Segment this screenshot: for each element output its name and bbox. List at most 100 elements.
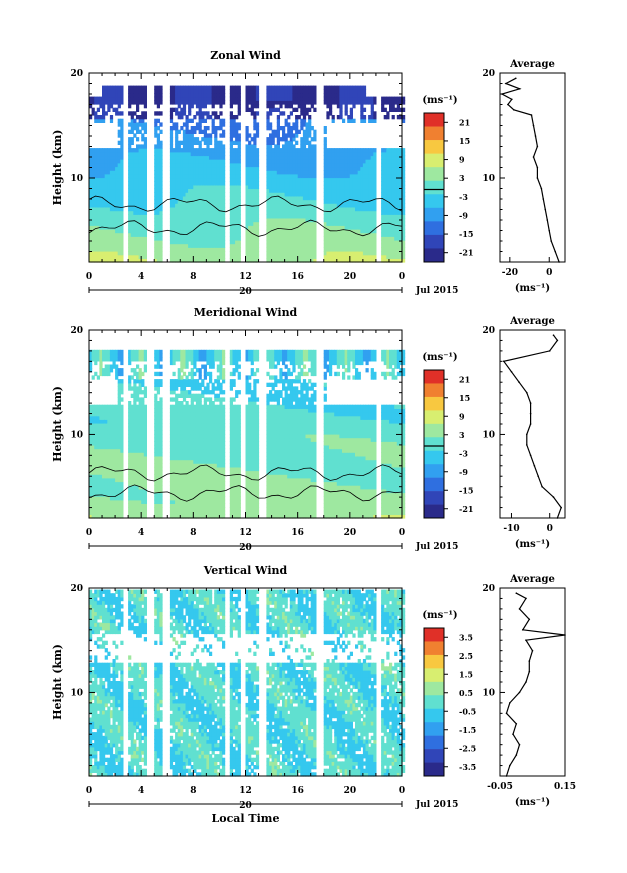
x-tick-label: 4 bbox=[138, 272, 144, 282]
profile-point bbox=[526, 391, 528, 394]
profile-point bbox=[525, 597, 527, 600]
profile-x-tick-label: 0 bbox=[546, 268, 552, 278]
profile-y-tick-label: 10 bbox=[482, 430, 495, 440]
x-tick-label: 20 bbox=[344, 528, 357, 538]
profile-y-tick-label: 20 bbox=[482, 584, 495, 594]
x-tick-label: 20 bbox=[344, 272, 357, 282]
y-axis-label: Height (km) bbox=[51, 130, 64, 206]
profile-point bbox=[518, 691, 521, 694]
y-tick-label: 20 bbox=[70, 584, 83, 594]
x-axis-label: Local Time bbox=[212, 812, 280, 825]
profile-point bbox=[531, 649, 534, 652]
colorbar-swatch bbox=[424, 464, 444, 478]
colorbar-swatch bbox=[424, 762, 444, 777]
profile-point bbox=[556, 339, 559, 342]
colorbar-tick-label: 9 bbox=[459, 155, 465, 165]
colorbar-frame bbox=[423, 369, 445, 519]
profile-point bbox=[512, 733, 514, 735]
x-tick-label: 0 bbox=[399, 786, 405, 796]
colorbar-tick-label: 0.5 bbox=[459, 688, 473, 698]
date-label: 20 bbox=[239, 801, 252, 811]
profile-point bbox=[513, 109, 515, 111]
colorbar-swatch bbox=[424, 153, 444, 168]
profile-point bbox=[515, 77, 517, 80]
colorbar-tick-label: 1.5 bbox=[459, 669, 473, 679]
colorbar-swatch bbox=[424, 504, 444, 519]
profile-point bbox=[541, 485, 543, 488]
heatmap-cells bbox=[89, 349, 406, 519]
colorbar-tick-label: 3 bbox=[459, 173, 465, 183]
colorbar-tick-label: -3 bbox=[459, 448, 468, 458]
x-tick-label: 8 bbox=[190, 786, 196, 796]
colorbar-tick-label: 2.5 bbox=[459, 651, 473, 661]
colorbar-tick-label: 9 bbox=[459, 411, 465, 421]
profile-line bbox=[502, 334, 562, 519]
colorbar-swatch bbox=[424, 491, 444, 505]
profile-point bbox=[528, 660, 531, 662]
profile-frame bbox=[499, 587, 566, 777]
profile-x-label: (ms⁻¹) bbox=[515, 539, 550, 550]
profile-x-tick-label: -20 bbox=[502, 268, 518, 278]
profile-x-tick-label: -10 bbox=[503, 524, 519, 534]
contour-line bbox=[88, 464, 403, 482]
x-tick-label: 8 bbox=[190, 272, 196, 282]
colorbar-tick-label: -21 bbox=[459, 248, 473, 258]
profile-point bbox=[552, 496, 555, 498]
profile-point bbox=[515, 754, 518, 756]
profile-point bbox=[525, 681, 527, 683]
colorbar-swatch bbox=[424, 410, 444, 425]
profile-x-label: (ms⁻¹) bbox=[515, 283, 550, 294]
colorbar-swatch bbox=[424, 221, 444, 236]
colorbar-unit: (ms⁻¹) bbox=[422, 610, 457, 621]
contour-line bbox=[88, 484, 403, 502]
profile-point bbox=[503, 360, 505, 363]
colorbar-swatch bbox=[424, 628, 444, 642]
colorbar-swatch bbox=[424, 695, 444, 710]
x-tick-label: 0 bbox=[86, 272, 92, 282]
profile-x-tick-label: 0 bbox=[547, 524, 553, 534]
colorbar-swatch bbox=[424, 423, 444, 438]
colorbar-swatch bbox=[424, 180, 444, 195]
x-tick-label: 12 bbox=[239, 528, 252, 538]
profile-point bbox=[505, 712, 508, 715]
y-tick-label: 10 bbox=[70, 688, 83, 698]
colorbar-tick-label: -3.5 bbox=[459, 762, 476, 772]
x-tick-label: 0 bbox=[399, 272, 405, 282]
colorbar-swatch bbox=[424, 396, 444, 411]
profile-point bbox=[529, 412, 532, 415]
profile-point bbox=[560, 506, 562, 509]
y-tick-label: 20 bbox=[70, 69, 83, 79]
profile-point bbox=[544, 208, 547, 211]
profile-point bbox=[509, 764, 511, 767]
colorbar-unit: (ms⁻¹) bbox=[422, 352, 457, 363]
colorbar-swatch bbox=[424, 194, 444, 209]
profile-point bbox=[530, 114, 533, 116]
profile-point bbox=[510, 371, 513, 373]
x-tick-label: 20 bbox=[344, 786, 357, 796]
colorbar-swatch bbox=[424, 248, 444, 263]
colorbar-swatch bbox=[424, 749, 444, 763]
colorbar-tick-label: -1.5 bbox=[459, 725, 476, 735]
x-tick-label: 12 bbox=[239, 272, 252, 282]
profile-point bbox=[564, 634, 566, 636]
profile-point bbox=[518, 88, 521, 90]
profile-point bbox=[525, 639, 527, 641]
chart-title: Vertical Wind bbox=[203, 564, 288, 577]
profile-point bbox=[505, 82, 507, 85]
date-label: 20 bbox=[239, 543, 252, 553]
profile-point bbox=[518, 743, 521, 746]
colorbar-swatch bbox=[424, 167, 444, 182]
profile-point bbox=[548, 229, 550, 232]
colorbar-tick-label: -3 bbox=[459, 192, 468, 202]
profile-line bbox=[505, 592, 566, 777]
profile-point bbox=[526, 433, 528, 436]
colorbar-tick-label: -9 bbox=[459, 210, 468, 220]
colorbar-swatch bbox=[424, 641, 444, 656]
profile-point bbox=[505, 775, 508, 777]
chart-title: Zonal Wind bbox=[210, 49, 281, 62]
y-axis-label: Height (km) bbox=[51, 644, 64, 720]
x-tick-label: 8 bbox=[190, 528, 196, 538]
colorbar-swatch bbox=[424, 113, 444, 127]
profile-point bbox=[556, 517, 559, 519]
